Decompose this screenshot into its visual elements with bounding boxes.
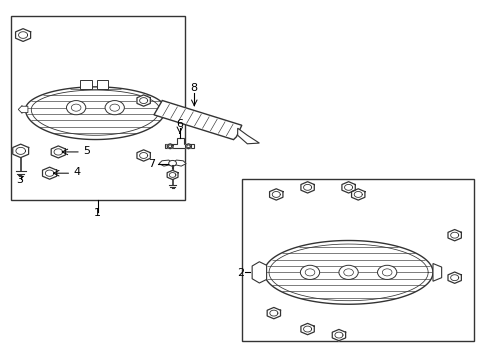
Text: 6: 6 (176, 119, 182, 129)
Text: 7: 7 (148, 159, 155, 169)
Polygon shape (300, 323, 314, 335)
Polygon shape (13, 144, 29, 157)
Circle shape (338, 265, 358, 280)
Polygon shape (165, 138, 194, 149)
Circle shape (300, 265, 319, 280)
Polygon shape (136, 95, 150, 106)
Bar (242, 178, 473, 341)
Text: 2: 2 (236, 268, 243, 278)
Polygon shape (252, 262, 266, 283)
Polygon shape (167, 144, 173, 149)
Text: 4: 4 (74, 167, 81, 177)
Polygon shape (26, 87, 165, 140)
FancyArrow shape (18, 106, 28, 113)
Bar (11, 16, 184, 200)
Circle shape (105, 101, 124, 115)
Circle shape (377, 265, 396, 280)
Polygon shape (15, 29, 30, 41)
Polygon shape (351, 189, 364, 200)
Text: 8: 8 (190, 83, 197, 93)
Polygon shape (153, 100, 242, 140)
Bar (80, 80, 91, 89)
Text: 3: 3 (16, 175, 23, 185)
Circle shape (71, 104, 81, 111)
Bar (97, 80, 108, 89)
Polygon shape (267, 307, 280, 319)
Polygon shape (159, 160, 172, 166)
Polygon shape (332, 330, 345, 341)
Text: 5: 5 (83, 146, 90, 156)
Circle shape (304, 269, 314, 276)
Polygon shape (341, 182, 355, 193)
Polygon shape (447, 230, 460, 241)
Polygon shape (300, 182, 314, 193)
Circle shape (66, 101, 86, 115)
Polygon shape (185, 144, 191, 149)
Circle shape (381, 269, 391, 276)
Polygon shape (264, 241, 432, 304)
Circle shape (168, 160, 176, 166)
Polygon shape (43, 167, 57, 179)
Circle shape (343, 269, 353, 276)
Polygon shape (237, 128, 259, 144)
Polygon shape (447, 272, 460, 283)
Text: 1: 1 (94, 208, 101, 218)
Polygon shape (136, 150, 150, 161)
Polygon shape (172, 160, 186, 166)
Circle shape (110, 104, 119, 111)
Polygon shape (269, 189, 282, 200)
Polygon shape (432, 263, 441, 281)
Polygon shape (51, 146, 65, 158)
Polygon shape (167, 170, 178, 180)
FancyArrow shape (163, 106, 172, 113)
